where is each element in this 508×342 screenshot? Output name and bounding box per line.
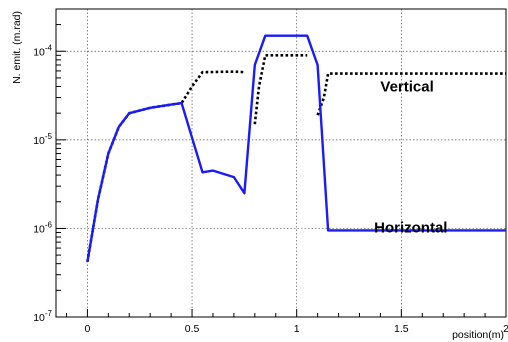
x-axis-title: position(m)	[452, 329, 504, 341]
horizontal-series-label: Horizontal	[374, 219, 447, 236]
vertical-series-label: Vertical	[380, 79, 433, 96]
series-lines	[86, 34, 506, 263]
y-tick-label: 10-4	[33, 43, 52, 58]
vertical-series-line	[316, 72, 506, 116]
y-axis-title: N. emit. (m.rad)	[11, 11, 23, 84]
x-tick-label: 0.5	[185, 323, 200, 335]
x-tick-label: 0	[84, 323, 90, 335]
plot-frame	[55, 8, 507, 318]
horizontal-series-line	[86, 34, 506, 263]
y-tick-label: 10-7	[33, 309, 52, 324]
y-tick-label: 10-6	[33, 220, 52, 235]
vertical-series-line	[253, 53, 308, 125]
axis-ticks: 0 0.5 1 1.5 2 10-7 10-6 10-5 10-4	[33, 24, 508, 335]
vertical-series-line	[86, 70, 245, 263]
series-labels: Horizontal Vertical	[374, 79, 447, 237]
y-tick-label: 10-5	[33, 132, 52, 147]
x-tick-label: 2	[503, 323, 508, 335]
x-tick-label: 1	[294, 323, 300, 335]
x-tick-label: 1.5	[394, 323, 409, 335]
